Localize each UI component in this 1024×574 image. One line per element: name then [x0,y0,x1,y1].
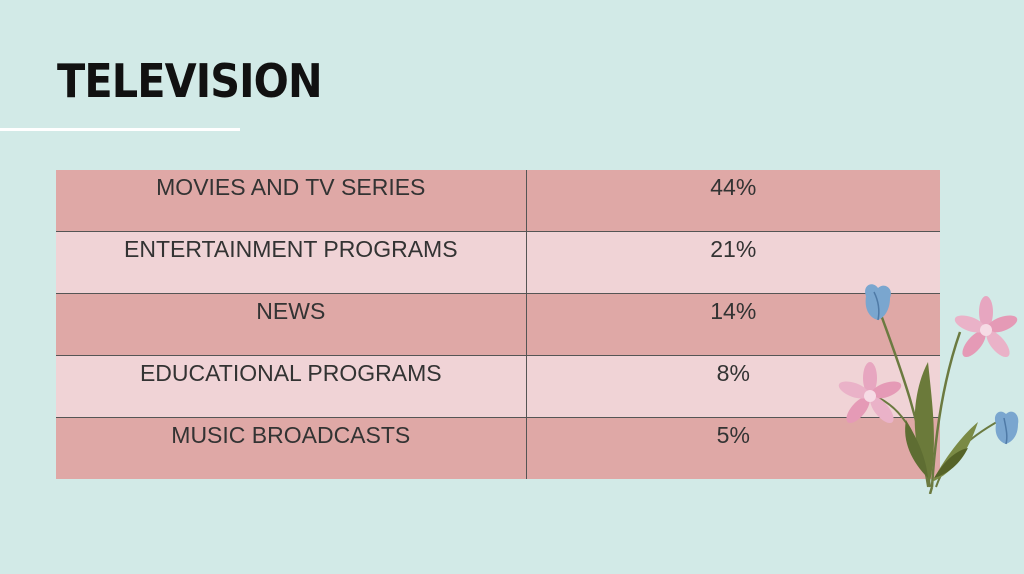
category-label: EDUCATIONAL PROGRAMS [139,360,442,386]
flower-bouquet-icon [838,284,1019,494]
table-row: ENTERTAINMENT PROGRAMS 21% [56,231,940,294]
share-cell: 44% [526,170,940,232]
category-cell: MUSIC BROADCASTS [56,417,527,479]
category-label: MOVIES AND TV SERIES [156,174,426,200]
category-cell: EDUCATIONAL PROGRAMS [56,355,527,418]
category-label: ENTERTAINMENT PROGRAMS [124,236,458,262]
share-value: 14% [710,298,757,324]
share-cell: 5% [526,417,940,479]
table-row: NEWS 14% [56,293,940,356]
slide-title: TELEVISION [57,54,323,108]
share-value: 21% [710,236,757,262]
category-label: NEWS [256,298,326,324]
share-value: 44% [710,174,757,200]
share-value: 5% [716,422,750,448]
statistics-table: MOVIES AND TV SERIES 44% ENTERTAINMENT P… [56,170,940,479]
category-cell: ENTERTAINMENT PROGRAMS [56,231,527,294]
share-value: 8% [716,360,750,386]
category-cell: NEWS [56,293,527,356]
share-cell: 21% [526,231,940,294]
category-cell: MOVIES AND TV SERIES [56,170,527,232]
title-underline [0,128,240,131]
category-label: MUSIC BROADCASTS [171,422,411,448]
table-row: EDUCATIONAL PROGRAMS 8% [56,355,940,418]
table-row: MOVIES AND TV SERIES 44% [56,170,940,232]
table-row: MUSIC BROADCASTS 5% [56,417,940,479]
